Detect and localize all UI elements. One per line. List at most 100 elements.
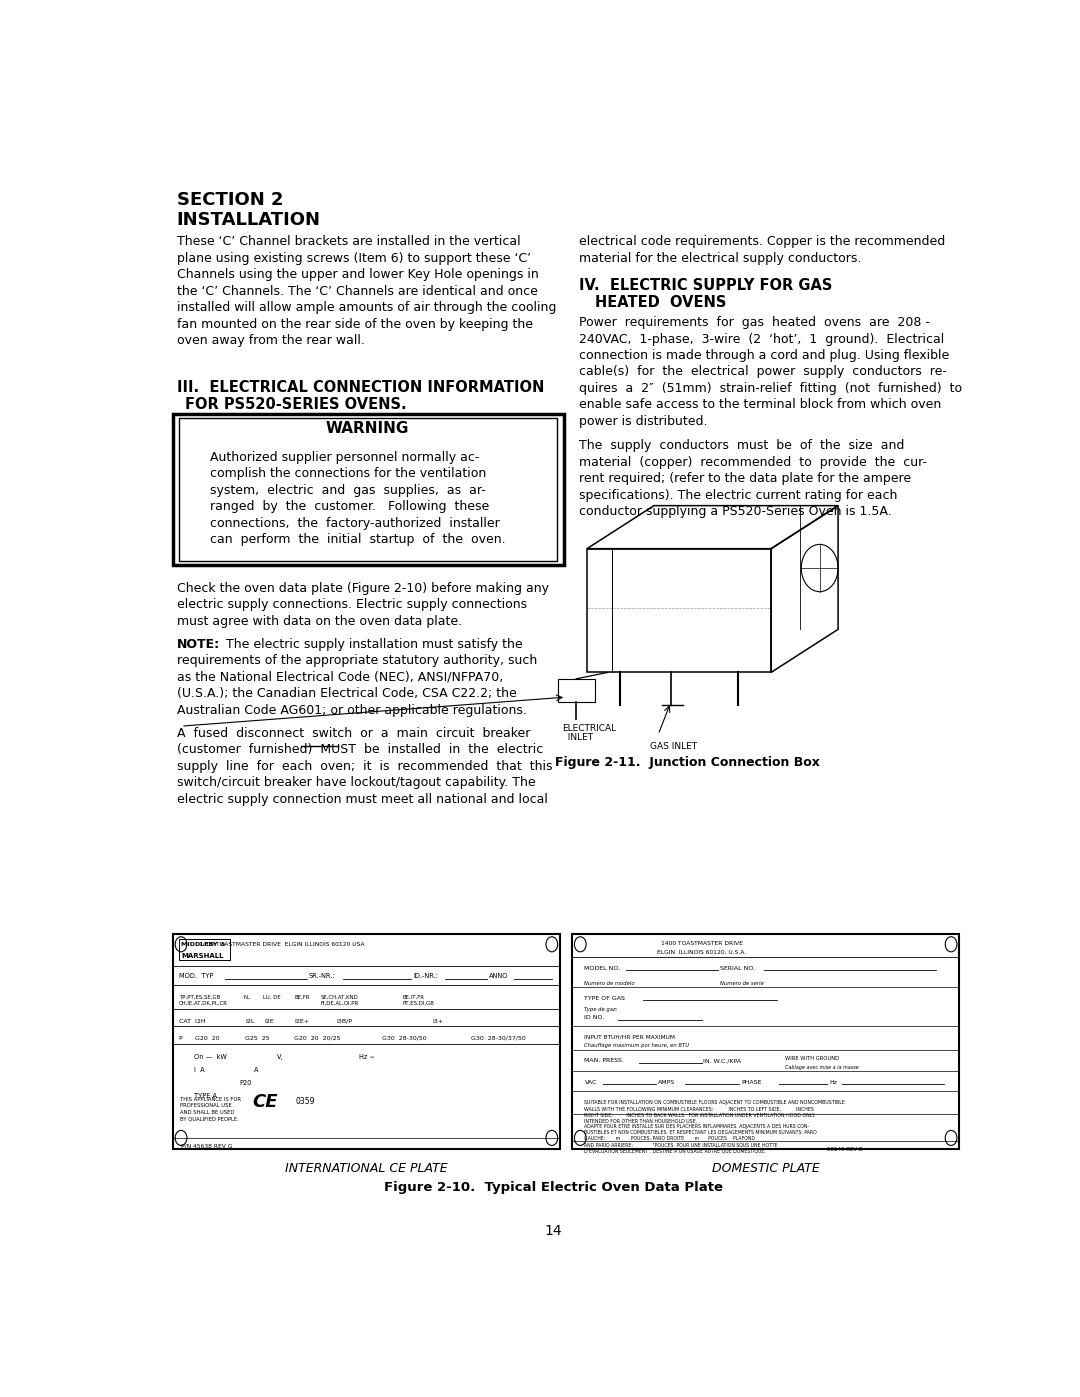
Text: cable(s)  for  the  electrical  power  supply  conductors  re-: cable(s) for the electrical power supply… (579, 366, 946, 379)
Text: Figure 2-10.  Typical Electric Oven Data Plate: Figure 2-10. Typical Electric Oven Data … (384, 1180, 723, 1194)
Text: material  (copper)  recommended  to  provide  the  cur-: material (copper) recommended to provide… (579, 455, 927, 469)
Text: DOMESTIC PLATE: DOMESTIC PLATE (712, 1161, 820, 1175)
FancyBboxPatch shape (173, 414, 564, 564)
Text: installed will allow ample amounts of air through the cooling: installed will allow ample amounts of ai… (177, 302, 556, 314)
Text: A  fused  disconnect  switch  or  a  main  circuit  breaker: A fused disconnect switch or a main circ… (177, 726, 530, 740)
Text: NOTE:: NOTE: (177, 638, 220, 651)
Text: IN. W.C./KPA: IN. W.C./KPA (703, 1059, 742, 1063)
Text: the ‘C’ Channels. The ‘C’ Channels are identical and once: the ‘C’ Channels. The ‘C’ Channels are i… (177, 285, 538, 298)
Text: VAC: VAC (584, 1080, 597, 1085)
Text: Cablage avec mise a la masse: Cablage avec mise a la masse (785, 1065, 859, 1070)
Text: I3+: I3+ (432, 1018, 443, 1024)
Text: 0359: 0359 (296, 1097, 315, 1106)
Text: Channels using the upper and lower Key Hole openings in: Channels using the upper and lower Key H… (177, 268, 539, 281)
Text: A: A (254, 1067, 258, 1073)
Text: AMPS: AMPS (658, 1080, 675, 1085)
Text: MAN. PRESS.: MAN. PRESS. (584, 1059, 624, 1063)
Text: SECTION 2: SECTION 2 (177, 191, 283, 210)
Text: P/N 45638 REV G: P/N 45638 REV G (181, 1143, 232, 1148)
Text: must agree with data on the oven data plate.: must agree with data on the oven data pl… (177, 615, 462, 627)
Text: conductor supplying a PS520-Series Oven is 1.5A.: conductor supplying a PS520-Series Oven … (579, 506, 891, 518)
Text: G30  28-30/37/50: G30 28-30/37/50 (472, 1035, 526, 1041)
Text: 1400 TOASTMASTER DRIVE  ELGIN ILLINOIS 60120 USA: 1400 TOASTMASTER DRIVE ELGIN ILLINOIS 60… (199, 942, 364, 947)
Text: G20  20  20/25: G20 20 20/25 (294, 1035, 340, 1041)
Text: SR.-NR.:: SR.-NR.: (309, 974, 336, 979)
Text: Numero de modelo: Numero de modelo (584, 981, 635, 986)
Text: SUITABLE FOR INSTALLATION ON COMBUSTIBLE FLOORS ADJACENT TO COMBUSTIBLE AND NONC: SUITABLE FOR INSTALLATION ON COMBUSTIBLE… (584, 1101, 846, 1125)
Text: 58149 REV D: 58149 REV D (827, 1147, 863, 1151)
Text: 240VAC,  1-phase,  3-wire  (2  ‘hot’,  1  ground).  Electrical: 240VAC, 1-phase, 3-wire (2 ‘hot’, 1 grou… (579, 332, 944, 345)
Text: requirements of the appropriate statutory authority, such: requirements of the appropriate statutor… (177, 654, 537, 668)
Text: LU, DE: LU, DE (264, 995, 281, 1000)
Text: power is distributed.: power is distributed. (579, 415, 707, 427)
Text: (customer  furnished)  MUST  be  installed  in  the  electric: (customer furnished) MUST be installed i… (177, 743, 543, 756)
Text: P20: P20 (240, 1080, 252, 1085)
Text: The  supply  conductors  must  be  of  the  size  and: The supply conductors must be of the siz… (579, 440, 904, 453)
Text: SERIAL NO.: SERIAL NO. (720, 965, 755, 971)
Text: WIRE WITH GROUND: WIRE WITH GROUND (785, 1056, 839, 1062)
Text: TP,PT,ES,SE,GB
CH,IE,AT,DK,PL,CR: TP,PT,ES,SE,GB CH,IE,AT,DK,PL,CR (178, 995, 228, 1006)
Text: ID NO.: ID NO. (584, 1016, 605, 1020)
Text: I3B/P: I3B/P (336, 1018, 352, 1024)
Text: GAS INLET: GAS INLET (650, 742, 697, 752)
Text: I2L: I2L (245, 1018, 255, 1024)
Text: plane using existing screws (Item 6) to support these ‘C’: plane using existing screws (Item 6) to … (177, 251, 531, 265)
Text: connection is made through a cord and plug. Using flexible: connection is made through a cord and pl… (579, 349, 949, 362)
Text: HEATED  OVENS: HEATED OVENS (595, 295, 727, 310)
Text: I2E: I2E (265, 1018, 274, 1024)
Text: FOR PS520-SERIES OVENS.: FOR PS520-SERIES OVENS. (186, 397, 407, 412)
Text: oven away from the rear wall.: oven away from the rear wall. (177, 334, 365, 348)
Text: I2E+: I2E+ (294, 1018, 309, 1024)
Text: On —  kW: On — kW (193, 1053, 227, 1060)
Text: SE,CH,AT,KND
FI,DE,AL,OI,PR: SE,CH,AT,KND FI,DE,AL,OI,PR (321, 995, 359, 1006)
Text: MODEL NO.: MODEL NO. (584, 965, 621, 971)
Text: WARNING: WARNING (326, 422, 409, 436)
Text: electric supply connections. Electric supply connections: electric supply connections. Electric su… (177, 598, 527, 612)
Text: V,: V, (278, 1053, 284, 1060)
Text: 1400 TOASTMASTER DRIVE: 1400 TOASTMASTER DRIVE (661, 942, 743, 946)
Text: CE: CE (253, 1092, 278, 1111)
Text: quires  a  2″  (51mm)  strain-relief  fitting  (not  furnished)  to: quires a 2″ (51mm) strain-relief fitting… (579, 381, 961, 395)
Text: system,  electric  and  gas  supplies,  as  ar-: system, electric and gas supplies, as ar… (211, 483, 486, 497)
Text: INSTALLATION: INSTALLATION (177, 211, 321, 229)
Text: MIDDLEBY ®: MIDDLEBY ® (181, 942, 226, 947)
Text: specifications). The electric current rating for each: specifications). The electric current ra… (579, 489, 897, 502)
Text: Figure 2-11.  Junction Connection Box: Figure 2-11. Junction Connection Box (555, 756, 820, 770)
Text: material for the electrical supply conductors.: material for the electrical supply condu… (579, 251, 861, 265)
Text: supply  line  for  each  oven;  it  is  recommended  that  this: supply line for each oven; it is recomme… (177, 760, 552, 773)
FancyBboxPatch shape (179, 939, 230, 960)
Text: as the National Electrical Code (NEC), ANSI/NFPA70,: as the National Electrical Code (NEC), A… (177, 671, 503, 683)
Text: Power  requirements  for  gas  heated  ovens  are  208 -: Power requirements for gas heated ovens … (579, 316, 930, 330)
Text: fan mounted on the rear side of the oven by keeping the: fan mounted on the rear side of the oven… (177, 317, 532, 331)
Text: ADAPTE POUR ETRE INSTALLE SUR DES PLACHERS INFLAMMARES. ADJACENTS A DES HURS CON: ADAPTE POUR ETRE INSTALLE SUR DES PLACHE… (584, 1125, 818, 1154)
Text: electrical code requirements. Copper is the recommended: electrical code requirements. Copper is … (579, 236, 945, 249)
Text: connections,  the  factory-authorized  installer: connections, the factory-authorized inst… (211, 517, 500, 529)
Text: Type de gaz:: Type de gaz: (584, 1007, 618, 1011)
Text: IV.  ELECTRIC SUPPLY FOR GAS: IV. ELECTRIC SUPPLY FOR GAS (579, 278, 832, 293)
Text: III.  ELECTRICAL CONNECTION INFORMATION: III. ELECTRICAL CONNECTION INFORMATION (177, 380, 544, 395)
Text: Check the oven data plate (Figure 2-10) before making any: Check the oven data plate (Figure 2-10) … (177, 583, 549, 595)
Text: Numero de serie: Numero de serie (720, 981, 764, 986)
Text: Authorized supplier personnel normally ac-: Authorized supplier personnel normally a… (211, 451, 480, 464)
Text: rent required; (refer to the data plate for the ampere: rent required; (refer to the data plate … (579, 472, 910, 485)
Text: PHASE: PHASE (742, 1080, 762, 1085)
Text: Hz ∼: Hz ∼ (360, 1053, 376, 1060)
Bar (557, 679, 595, 703)
Text: TYPE OF GAS: TYPE OF GAS (584, 996, 625, 1000)
Text: switch/circuit breaker have lockout/tagout capability. The: switch/circuit breaker have lockout/tago… (177, 777, 536, 789)
Text: THIS APPLIANCE IS FOR
PROFESSIONAL USE
AND SHALL BE USED
BY QUALIFIED PEOPLE.: THIS APPLIANCE IS FOR PROFESSIONAL USE A… (180, 1097, 241, 1122)
Text: These ‘C’ Channel brackets are installed in the vertical: These ‘C’ Channel brackets are installed… (177, 236, 521, 249)
Text: 14: 14 (544, 1224, 563, 1238)
FancyBboxPatch shape (572, 933, 959, 1148)
Text: The electric supply installation must satisfy the: The electric supply installation must sa… (222, 638, 523, 651)
Text: INTERNATIONAL CE PLATE: INTERNATIONAL CE PLATE (285, 1161, 448, 1175)
Text: (U.S.A.); the Canadian Electrical Code, CSA C22.2; the: (U.S.A.); the Canadian Electrical Code, … (177, 687, 516, 700)
Text: ranged  by  the  customer.   Following  these: ranged by the customer. Following these (211, 500, 489, 513)
Text: ANNO: ANNO (489, 974, 509, 979)
Text: TYPE A: TYPE A (193, 1092, 217, 1098)
Text: MARSHALL: MARSHALL (181, 953, 224, 958)
Text: ELECTRICAL
  INLET: ELECTRICAL INLET (562, 724, 616, 742)
Text: electric supply connection must meet all national and local: electric supply connection must meet all… (177, 792, 548, 806)
Text: ELGIN  ILLINOIS 60120, U.S.A.: ELGIN ILLINOIS 60120, U.S.A. (657, 950, 746, 954)
Text: ID.-NR.:: ID.-NR.: (414, 974, 438, 979)
